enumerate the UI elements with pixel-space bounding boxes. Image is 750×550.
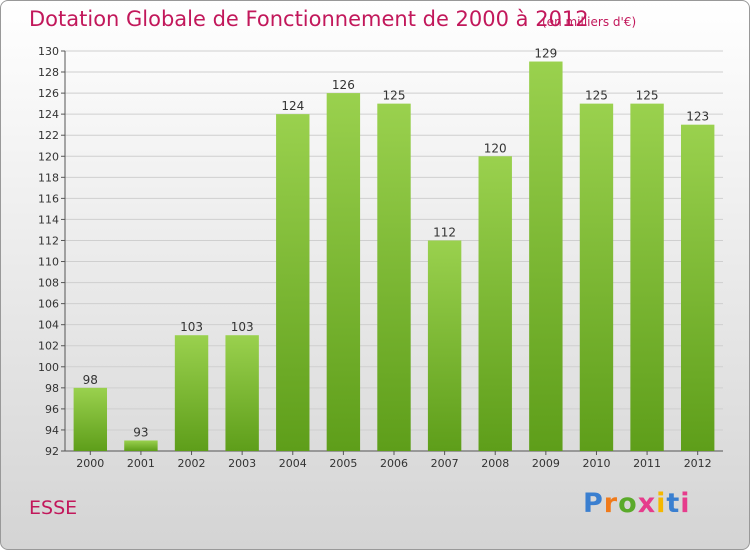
y-tick-label: 114 bbox=[38, 213, 59, 226]
x-tick-label: 2007 bbox=[431, 457, 459, 470]
y-tick-label: 128 bbox=[38, 66, 59, 79]
y-tick-label: 110 bbox=[38, 256, 59, 269]
bar-value-label: 129 bbox=[534, 47, 557, 61]
bar-value-label: 112 bbox=[433, 225, 456, 239]
logo-letter: x bbox=[637, 488, 657, 519]
bar-value-label: 125 bbox=[636, 89, 659, 103]
y-tick-label: 106 bbox=[38, 298, 59, 311]
y-tick-label: 102 bbox=[38, 340, 59, 353]
bar bbox=[630, 103, 664, 451]
y-tick-label: 100 bbox=[38, 361, 59, 374]
x-tick-label: 2001 bbox=[127, 457, 155, 470]
chart-title: Dotation Globale de Fonctionnement de 20… bbox=[29, 7, 589, 31]
x-tick-label: 2003 bbox=[228, 457, 256, 470]
x-tick-label: 2010 bbox=[582, 457, 610, 470]
y-tick-label: 108 bbox=[38, 277, 59, 290]
bar bbox=[174, 335, 209, 451]
bar-value-label: 103 bbox=[231, 320, 254, 334]
x-tick-label: 2006 bbox=[380, 457, 408, 470]
x-tick-label: 2011 bbox=[633, 457, 661, 470]
x-tick-label: 2009 bbox=[532, 457, 560, 470]
x-tick-label: 2004 bbox=[279, 457, 307, 470]
x-tick-label: 2000 bbox=[76, 457, 104, 470]
bar bbox=[427, 240, 462, 451]
y-tick-label: 98 bbox=[45, 382, 59, 395]
x-tick-label: 2008 bbox=[481, 457, 509, 470]
logo-letter: o bbox=[618, 488, 638, 519]
bar bbox=[326, 93, 361, 452]
logo-letter: r bbox=[603, 488, 619, 519]
bar bbox=[680, 124, 715, 452]
y-tick-label: 116 bbox=[38, 192, 59, 205]
bar-value-label: 125 bbox=[585, 89, 608, 103]
y-tick-label: 120 bbox=[38, 150, 59, 163]
logo-letter: P bbox=[583, 488, 604, 519]
y-tick-label: 96 bbox=[45, 403, 59, 416]
logo-letter: i bbox=[680, 488, 691, 519]
bar-value-label: 124 bbox=[281, 99, 304, 113]
bar-value-label: 103 bbox=[180, 320, 203, 334]
x-tick-label: 2002 bbox=[178, 457, 206, 470]
y-tick-label: 122 bbox=[38, 129, 59, 142]
bar bbox=[478, 156, 512, 451]
bar bbox=[377, 103, 411, 451]
bar-value-label: 120 bbox=[484, 141, 507, 155]
y-tick-label: 112 bbox=[38, 234, 59, 247]
y-tick-label: 92 bbox=[45, 445, 59, 458]
logo-letter: t bbox=[666, 488, 681, 519]
y-tick-label: 118 bbox=[38, 171, 59, 184]
x-tick-label: 2012 bbox=[684, 457, 712, 470]
logo-letter: i bbox=[656, 488, 667, 519]
bar bbox=[276, 114, 310, 451]
bar-value-label: 126 bbox=[332, 78, 355, 92]
bar bbox=[225, 335, 259, 451]
bar bbox=[579, 103, 614, 451]
bar bbox=[124, 440, 158, 451]
y-tick-label: 130 bbox=[38, 45, 59, 58]
x-tick-label: 2005 bbox=[329, 457, 357, 470]
chart-subtitle: (en milliers d'€) bbox=[542, 15, 637, 29]
bar-value-label: 125 bbox=[383, 89, 406, 103]
y-tick-label: 104 bbox=[38, 319, 59, 332]
bar-value-label: 123 bbox=[686, 110, 709, 124]
bar bbox=[529, 61, 563, 452]
bar bbox=[73, 387, 108, 451]
bar-value-label: 93 bbox=[133, 425, 148, 439]
y-tick-label: 94 bbox=[45, 424, 59, 437]
proxiti-logo: Proxiti bbox=[583, 488, 691, 519]
bar-value-label: 98 bbox=[83, 373, 98, 387]
y-tick-label: 126 bbox=[38, 87, 59, 100]
commune-name: ESSE bbox=[29, 497, 78, 519]
y-tick-label: 124 bbox=[38, 108, 59, 121]
